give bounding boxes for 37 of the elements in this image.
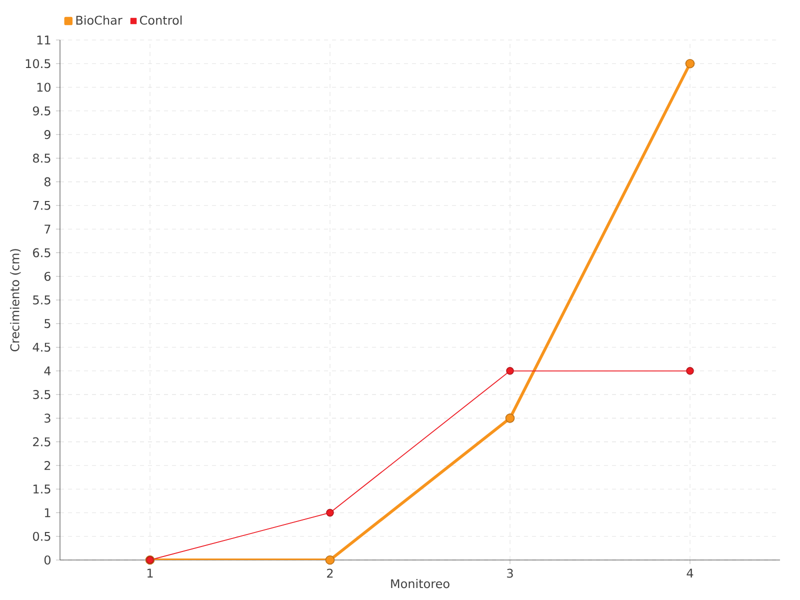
- legend-label: Control: [140, 15, 182, 25]
- y-tick-label: 10.5: [26, 59, 50, 68]
- y-tick-label: 2: [44, 461, 50, 470]
- x-tick-label: 2: [327, 568, 333, 578]
- point: [685, 58, 695, 68]
- y-tick-label: 11: [37, 36, 50, 44]
- point: [686, 367, 694, 375]
- y-tick-label: 8: [44, 177, 50, 186]
- y-tick-label: 7.5: [33, 201, 50, 210]
- y-tick-label: 5: [44, 319, 50, 328]
- y-tick-label: 6: [44, 272, 51, 281]
- x-tick-label: 4: [686, 568, 694, 578]
- point: [325, 555, 335, 565]
- y-tick-label: 0: [44, 555, 50, 565]
- y-tick-label: 4.5: [32, 342, 50, 352]
- y-tick-label: 0.5: [33, 532, 50, 541]
- y-tick-label: 6.5: [33, 248, 50, 258]
- legend-label: BioChar: [76, 15, 122, 25]
- point: [505, 414, 515, 423]
- x-tick-label: 3: [507, 568, 513, 578]
- x-tick-label: 1: [148, 568, 153, 578]
- y-tick-label: 5.5: [33, 296, 50, 304]
- y-tick-label: 2.5: [33, 437, 50, 446]
- y-tick-label: 1.5: [34, 484, 50, 494]
- point: [506, 367, 514, 375]
- y-tick-label: 3: [44, 414, 50, 423]
- y-tick-label: 4: [44, 366, 51, 376]
- y-tick-label: 3.5: [33, 390, 50, 400]
- y-tick-label: 1: [44, 508, 50, 518]
- y-tick-label: 9: [44, 130, 50, 140]
- y-tick-label: 9.5: [32, 106, 50, 116]
- x-axis-title: Monitoreo: [391, 578, 450, 588]
- y-tick-label: 8.5: [33, 154, 50, 163]
- y-tick-label: 7: [44, 224, 50, 234]
- point: [326, 508, 334, 517]
- y-tick-label: 10: [37, 82, 50, 92]
- y-axis-title: Crecimiento (cm): [10, 249, 21, 352]
